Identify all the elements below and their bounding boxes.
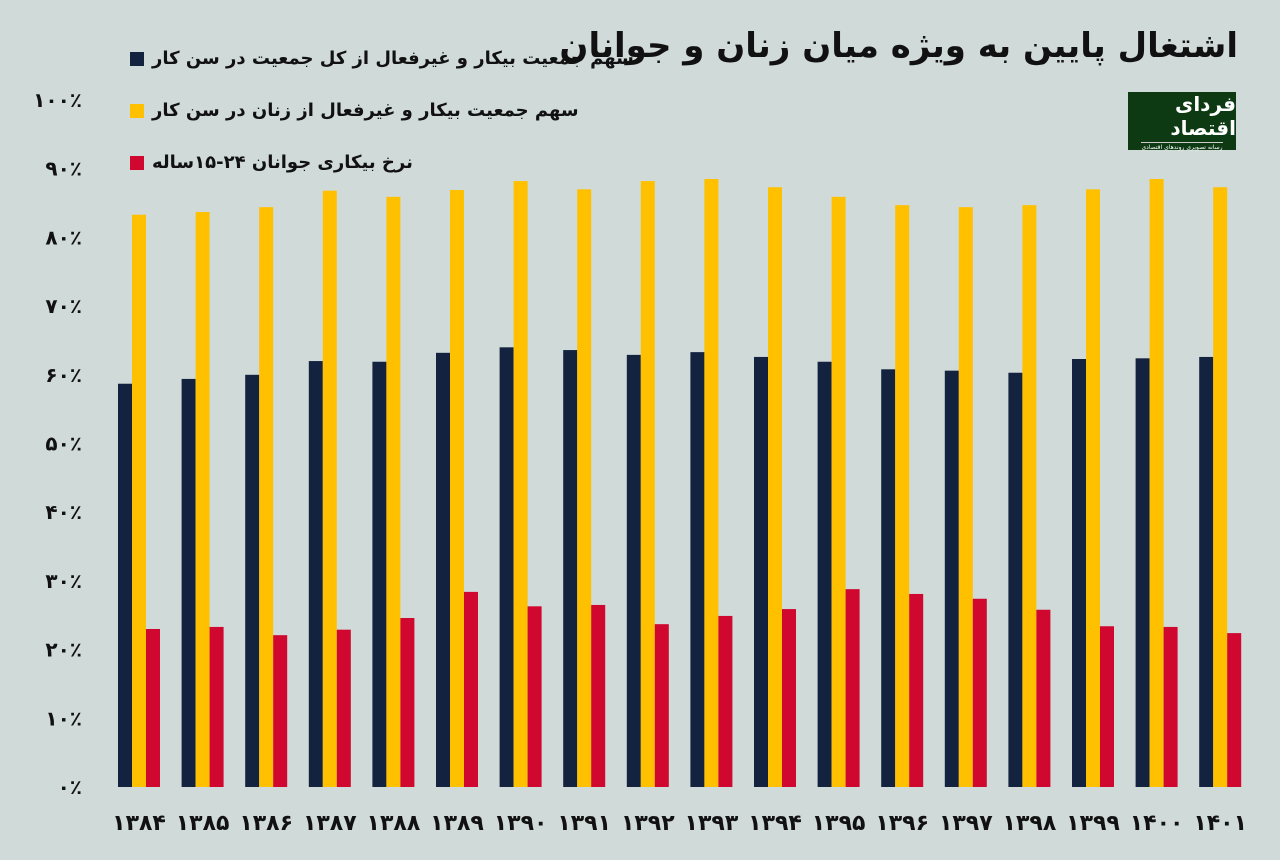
bar-youth-16 xyxy=(1163,626,1178,787)
legend-item-women: سهم جمعیت بیکار و غیرفعال از زنان در سن … xyxy=(130,100,579,121)
bar-youth-5 xyxy=(464,591,478,787)
logo-name: فردای اقتصاد xyxy=(1170,91,1236,140)
bar-youth-4 xyxy=(400,617,415,787)
bar-total-4 xyxy=(372,361,387,787)
bar-youth-8 xyxy=(654,624,669,787)
x-tick-label: ۱۳۹۷ xyxy=(939,811,993,836)
bar-youth-12 xyxy=(909,593,924,787)
legend-label: سهم جمعیت بیکار و غیرفعال از کل جمعیت در… xyxy=(152,48,634,69)
bar-total-12 xyxy=(881,369,896,787)
bar-youth-9 xyxy=(718,615,733,787)
bar-women-0 xyxy=(132,214,146,787)
bar-total-13 xyxy=(944,370,959,787)
x-tick-label: ۱۴۰۰ xyxy=(1130,811,1184,836)
x-tick-label: ۱۴۰۱ xyxy=(1193,811,1247,836)
bar-women-2 xyxy=(259,207,274,787)
legend-item-total: سهم جمعیت بیکار و غیرفعال از کل جمعیت در… xyxy=(130,48,634,69)
bar-youth-6 xyxy=(527,606,542,787)
bar-women-11 xyxy=(831,196,846,787)
y-tick-label: ۳۰٪ xyxy=(45,569,82,593)
bar-youth-2 xyxy=(273,635,288,787)
x-tick-label: ۱۳۹۱ xyxy=(557,811,611,836)
legend-swatch-navy xyxy=(130,51,144,66)
bar-total-0 xyxy=(118,383,132,787)
bar-women-9 xyxy=(704,179,719,787)
bar-total-6 xyxy=(499,347,514,787)
bar-youth-0 xyxy=(146,628,160,787)
bar-women-16 xyxy=(1149,179,1164,787)
legend-swatch-red xyxy=(130,155,144,170)
bar-women-5 xyxy=(450,189,464,787)
y-tick-label: ۱۰٪ xyxy=(45,706,82,730)
bar-total-2 xyxy=(245,374,260,787)
bar-total-15 xyxy=(1072,358,1086,787)
legend-label: نرخ بیکاری جوانان ۲۴-۱۵ساله xyxy=(152,152,413,173)
bar-total-3 xyxy=(308,361,323,787)
x-tick-label: ۱۳۹۳ xyxy=(685,811,739,836)
bar-total-17 xyxy=(1199,356,1214,787)
x-tick-label: ۱۳۹۹ xyxy=(1066,811,1120,836)
x-tick-label: ۱۳۹۸ xyxy=(1003,811,1057,836)
bar-women-4 xyxy=(386,196,401,787)
y-tick-label: ۶۰٪ xyxy=(45,363,82,387)
y-tick-label: ۴۰٪ xyxy=(45,500,82,524)
bar-youth-11 xyxy=(845,589,860,787)
bar-women-13 xyxy=(958,207,973,787)
bar-youth-7 xyxy=(591,604,606,787)
bar-total-1 xyxy=(181,378,196,787)
bar-youth-17 xyxy=(1227,633,1242,787)
bar-youth-14 xyxy=(1036,609,1051,787)
logo-tagline: رسانه تصویری روندهای اقتصادی xyxy=(1141,141,1223,151)
x-tick-label: ۱۳۸۹ xyxy=(430,811,484,836)
x-tick-label: ۱۳۸۵ xyxy=(176,811,230,836)
y-tick-label: ۹۰٪ xyxy=(45,157,82,181)
bar-women-7 xyxy=(577,189,592,787)
bar-youth-10 xyxy=(782,609,796,787)
bar-total-7 xyxy=(563,350,578,787)
bar-total-9 xyxy=(690,352,705,787)
y-tick-label: ۷۰٪ xyxy=(45,294,82,318)
bar-women-3 xyxy=(322,190,337,787)
bar-women-14 xyxy=(1022,205,1037,788)
legend-label: سهم جمعیت بیکار و غیرفعال از زنان در سن … xyxy=(152,100,579,121)
legend-swatch-yellow xyxy=(130,103,144,118)
x-tick-label: ۱۳۹۲ xyxy=(621,811,675,836)
x-tick-label: ۱۳۹۴ xyxy=(748,811,802,836)
legend-item-youth: نرخ بیکاری جوانان ۲۴-۱۵ساله xyxy=(130,152,413,173)
y-tick-label: ۱۰۰٪ xyxy=(33,88,82,112)
x-tick-label: ۱۳۸۸ xyxy=(367,811,421,836)
bar-women-6 xyxy=(513,181,528,788)
x-tick-label: ۱۳۸۴ xyxy=(112,811,166,836)
bar-youth-1 xyxy=(209,626,224,787)
bar-total-14 xyxy=(1008,372,1023,787)
bar-total-16 xyxy=(1135,358,1150,787)
chart-title: اشتغال پایین به ویژه میان زنان و جوانان xyxy=(559,26,1238,66)
bar-women-10 xyxy=(768,187,782,787)
x-tick-label: ۱۳۸۶ xyxy=(239,811,293,836)
y-tick-label: ۵۰٪ xyxy=(45,432,82,456)
bar-total-10 xyxy=(754,356,768,787)
y-tick-label: ۰٪ xyxy=(58,775,82,799)
bar-youth-13 xyxy=(972,598,987,787)
y-tick-label: ۸۰٪ xyxy=(45,225,82,249)
x-tick-label: ۱۳۸۷ xyxy=(303,811,357,836)
x-tick-label: ۱۳۹۶ xyxy=(875,811,929,836)
brand-logo: فردای اقتصاد رسانه تصویری روندهای اقتصاد… xyxy=(1128,91,1236,151)
bar-women-12 xyxy=(895,205,910,788)
bar-women-1 xyxy=(195,211,210,787)
bar-total-11 xyxy=(817,361,832,787)
bar-women-17 xyxy=(1213,187,1228,787)
x-tick-label: ۱۳۹۵ xyxy=(812,811,866,836)
bar-youth-15 xyxy=(1100,626,1114,787)
x-tick-label: ۱۳۹۰ xyxy=(494,811,548,836)
y-tick-label: ۲۰٪ xyxy=(45,638,82,662)
bar-women-8 xyxy=(640,181,655,788)
bar-women-15 xyxy=(1086,189,1100,787)
bar-youth-3 xyxy=(336,629,351,787)
bar-total-5 xyxy=(436,352,450,787)
bar-total-8 xyxy=(626,354,641,787)
